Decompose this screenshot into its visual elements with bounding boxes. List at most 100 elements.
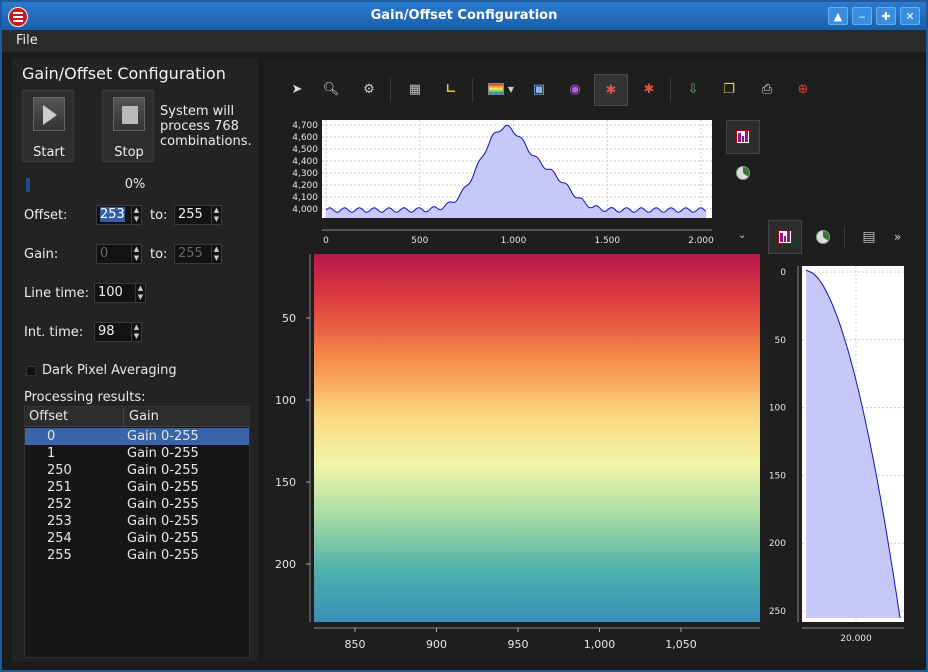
image-x-tick-label: 1,050 <box>665 638 697 651</box>
settings-icon[interactable]: ⚙ <box>363 81 375 97</box>
bug-active-icon[interactable]: ✱ <box>594 74 628 106</box>
table-row[interactable]: 250 Gain 0-255 <box>25 462 249 479</box>
image-x-tick-label: 1,000 <box>584 638 616 651</box>
int-time-stepper[interactable]: 98 ▲ ▼ <box>94 322 142 342</box>
pointer-icon[interactable]: ➤ <box>291 81 303 97</box>
top-y-tick-label: 4,200 <box>292 181 318 191</box>
viewer-panel: ➤ 🔍︎ ⚙ ▦ ∟ ▼ ▣ ◉ ✱ ✱ ⇩ ❐ ⎙ ⊕ ⌄ <box>264 58 924 662</box>
top-x-tick-label: 1.000 <box>501 236 527 246</box>
offset-from-stepper[interactable]: 253 ▲ ▼ <box>96 205 142 225</box>
side-pie-chart-icon[interactable] <box>806 220 840 254</box>
maximize-icon[interactable]: ✚ <box>876 7 896 25</box>
line-time-stepper[interactable]: 100 ▲ ▼ <box>94 283 146 303</box>
table-row[interactable]: 0 Gain 0-255 <box>25 428 249 445</box>
offset-label: Offset: <box>24 208 68 223</box>
table-row[interactable]: 251 Gain 0-255 <box>25 479 249 496</box>
gain-cell: Gain 0-255 <box>127 429 199 444</box>
bug-icon[interactable]: ✱ <box>643 81 655 97</box>
gain-to-stepper[interactable]: 255 ▲ ▼ <box>174 244 222 264</box>
menu-bar: File <box>2 30 926 52</box>
title-bar: Gain/Offset Configuration ▲ ‒ ✚ ✕ <box>2 2 926 30</box>
side-y-tick-label: 50 <box>775 336 787 346</box>
viewer-toolbar: ➤ 🔍︎ ⚙ ▦ ∟ ▼ ▣ ◉ ✱ ✱ ⇩ ❐ ⎙ ⊕ <box>274 72 814 106</box>
panel-heading: Gain/Offset Configuration <box>22 64 226 83</box>
more-icon[interactable]: » <box>894 230 902 244</box>
gain-to-label: to: <box>150 247 168 262</box>
image-y-tick-label: 150 <box>275 476 296 489</box>
help-icon[interactable]: ⊕ <box>797 81 809 97</box>
side-bar-chart-icon[interactable] <box>768 220 802 254</box>
colormap-icon[interactable] <box>486 78 506 100</box>
table-row[interactable]: 252 Gain 0-255 <box>25 496 249 513</box>
start-button[interactable]: Start <box>22 90 74 162</box>
top-x-tick-label: 1.500 <box>594 236 620 246</box>
dark-pixel-checkbox[interactable] <box>26 366 36 376</box>
stepper-arrows-icon[interactable]: ▲ ▼ <box>211 206 221 224</box>
stop-icon <box>113 97 145 131</box>
side-profile-line <box>805 269 901 619</box>
start-label: Start <box>33 145 65 160</box>
line-time-value: 100 <box>98 285 123 300</box>
top-x-tick-label: 0 <box>323 236 329 246</box>
table-row[interactable]: 254 Gain 0-255 <box>25 530 249 547</box>
minimize-icon[interactable]: ‒ <box>852 7 872 25</box>
grid-icon[interactable]: ▦ <box>408 81 422 97</box>
pie-chart-icon[interactable] <box>726 156 760 190</box>
copy-icon[interactable]: ❐ <box>723 81 735 97</box>
close-icon[interactable]: ✕ <box>900 7 920 25</box>
gain-cell: Gain 0-255 <box>127 548 199 563</box>
progress-bar <box>26 178 30 192</box>
image-y-tick-label: 100 <box>275 394 296 407</box>
stepper-arrows-icon[interactable]: ▲ ▼ <box>131 323 141 341</box>
table-row[interactable]: 1 Gain 0-255 <box>25 445 249 462</box>
side-y-tick-label: 250 <box>769 607 786 617</box>
gain-cell: Gain 0-255 <box>127 514 199 529</box>
side-y-tick-label: 200 <box>769 539 786 549</box>
expand-icon[interactable]: ⌄ <box>738 230 747 241</box>
stepper-arrows-icon[interactable]: ▲ ▼ <box>131 245 141 263</box>
stepper-arrows-icon[interactable]: ▲ ▼ <box>131 206 141 224</box>
stepper-arrows-icon[interactable]: ▲ ▼ <box>211 245 221 263</box>
image-y-tick-label: 50 <box>282 312 296 325</box>
table-row[interactable]: 253 Gain 0-255 <box>25 513 249 530</box>
stop-button[interactable]: Stop <box>102 90 154 162</box>
menu-file[interactable]: File <box>16 33 38 48</box>
offset-cell: 1 <box>47 446 56 461</box>
shade-icon[interactable]: ▲ <box>828 7 848 25</box>
top-y-tick-label: 4,100 <box>292 193 318 203</box>
image-x-tick-label: 950 <box>508 638 529 651</box>
gain-cell: Gain 0-255 <box>127 497 199 512</box>
window-title: Gain/Offset Configuration <box>370 8 558 23</box>
offset-cell: 0 <box>47 429 56 444</box>
axes-icon[interactable]: ∟ <box>445 81 457 97</box>
plot-area[interactable]: 4,700 4,600 4,500 4,400 4,300 4,200 4,100 4,000… <box>264 58 924 662</box>
side-x-tick-label: 20.000 <box>840 634 872 644</box>
dark-pixel-label: Dark Pixel Averaging <box>42 363 177 378</box>
save-icon[interactable]: ▤ <box>862 229 876 245</box>
zoom-icon[interactable]: 🔍︎ <box>322 81 340 97</box>
progress-text: 0% <box>124 177 146 192</box>
image-x-tick-label: 850 <box>345 638 366 651</box>
eye-icon[interactable]: ◉ <box>569 81 581 97</box>
offset-cell: 250 <box>47 463 72 478</box>
export-icon[interactable]: ⇩ <box>687 81 699 97</box>
offset-cell: 251 <box>47 480 72 495</box>
table-row[interactable]: 255 Gain 0-255 <box>25 547 249 564</box>
column-gain[interactable]: Gain <box>129 409 159 424</box>
stepper-arrows-icon[interactable]: ▲ ▼ <box>135 284 145 302</box>
offset-to-stepper[interactable]: 255 ▲ ▼ <box>174 205 222 225</box>
offset-to-value: 255 <box>178 207 203 222</box>
gain-from-stepper[interactable]: 0 ▲ ▼ <box>96 244 142 264</box>
system-info-text: System will process 768 combinations. <box>160 104 252 149</box>
side-profile-fill <box>806 270 900 618</box>
display-icon[interactable]: ▣ <box>532 81 546 97</box>
offset-from-value: 253 <box>100 207 125 222</box>
gain-label: Gain: <box>24 247 59 262</box>
gain-cell: Gain 0-255 <box>127 531 199 546</box>
colormap-dropdown-icon[interactable]: ▼ <box>507 84 515 94</box>
app-menu-icon[interactable] <box>8 7 28 27</box>
column-offset[interactable]: Offset <box>29 409 69 424</box>
bar-chart-icon[interactable] <box>726 120 760 154</box>
print-icon[interactable]: ⎙ <box>761 81 773 97</box>
